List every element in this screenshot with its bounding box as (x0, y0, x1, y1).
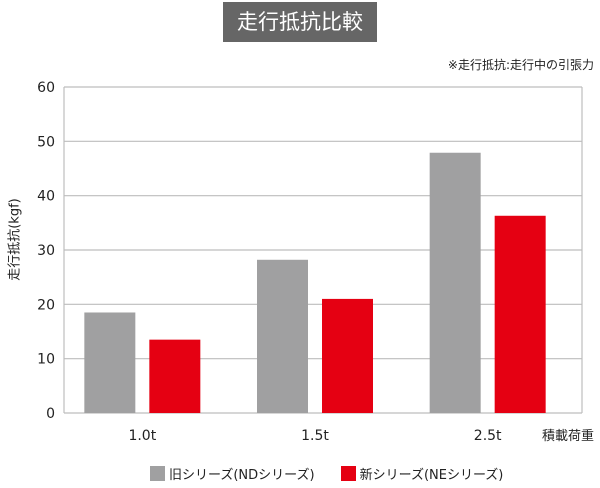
x-tick-label: 1.0t (128, 428, 156, 444)
legend-label-new: 新シリーズ(NEシリーズ) (359, 468, 504, 483)
y-tick-label: 30 (37, 243, 55, 259)
bar-new-2.5t (494, 215, 546, 413)
legend-item-old: 旧シリーズ(NDシリーズ) (150, 464, 315, 483)
y-tick-label: 60 (37, 80, 55, 96)
y-tick-label: 20 (37, 297, 55, 313)
legend-label-old: 旧シリーズ(NDシリーズ) (169, 468, 315, 483)
y-tick-label: 10 (37, 352, 55, 368)
y-tick-label: 50 (37, 134, 55, 150)
bar-new-1.0t (149, 339, 201, 413)
chart-title: 走行抵抗比較 (223, 2, 377, 42)
x-axis-label: 積載荷重 (542, 428, 594, 444)
legend: 旧シリーズ(NDシリーズ) 新シリーズ(NEシリーズ) (150, 464, 529, 483)
y-tick-label: 0 (46, 406, 55, 422)
bar-old-1.0t (84, 312, 136, 413)
legend-swatch-old (150, 466, 165, 481)
bar-new-1.5t (322, 298, 373, 413)
x-tick-label: 1.5t (301, 428, 329, 444)
chart-note: ※走行抵抗:走行中の引張力 (447, 58, 594, 72)
legend-swatch-new (340, 466, 356, 481)
y-tick-label: 40 (37, 189, 55, 205)
bar-old-1.5t (257, 259, 308, 413)
legend-item-new: 新シリーズ(NEシリーズ) (340, 464, 504, 483)
x-tick-label: 2.5t (474, 428, 502, 444)
bar-old-2.5t (429, 152, 481, 413)
